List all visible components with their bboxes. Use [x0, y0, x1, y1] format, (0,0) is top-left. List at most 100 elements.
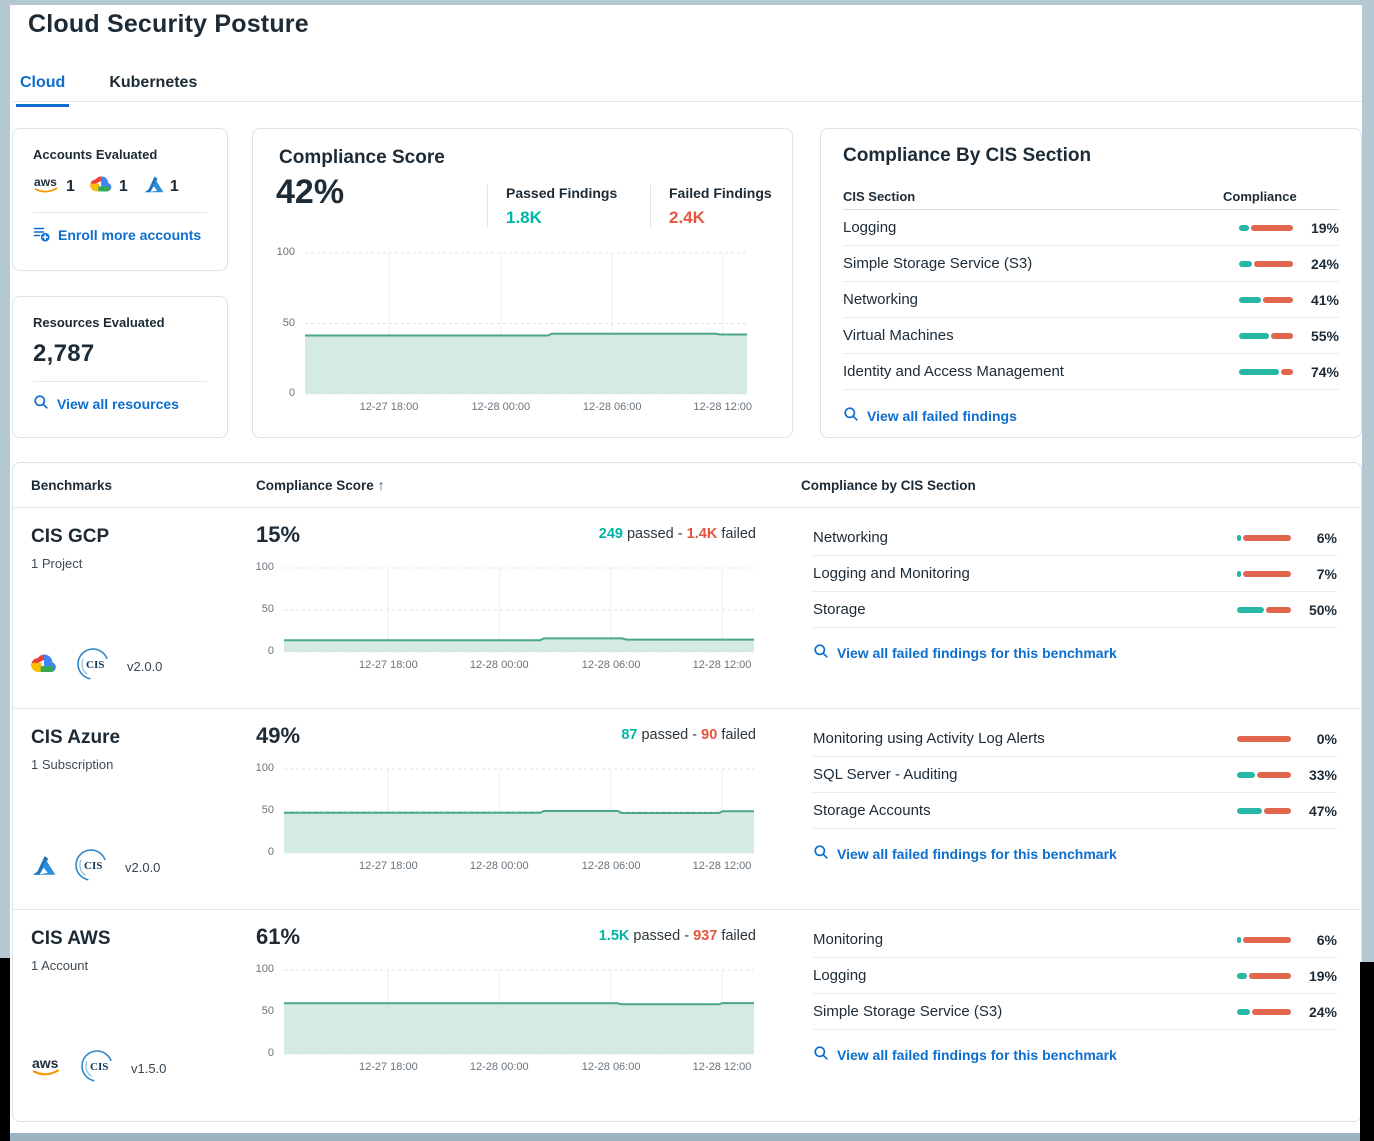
benchmark-name: CIS AWS: [31, 928, 111, 949]
benchmark-sections: Networking 6% Logging and Monitoring 7% …: [813, 520, 1337, 662]
view-failed-findings-benchmark-link[interactable]: View all failed findings for this benchm…: [813, 844, 1337, 863]
svg-text:CIS: CIS: [86, 659, 104, 671]
compliance-percent: 74%: [1310, 363, 1339, 380]
compliance-score-chart: 100 50 0 12-27 18:00 12-28 00:00 12-28 06:00 1…: [269, 246, 752, 418]
provider-counts: aws 1 1 1: [33, 175, 207, 199]
benchmark-score: 15%: [256, 522, 301, 547]
table-row: Monitoring 6%: [813, 922, 1337, 958]
table-row: Virtual Machines 55%: [843, 318, 1339, 354]
cis-azure-chart: 100 50 0 12-27 18:00 12-28 00:00 12-28 06:00 1…: [248, 762, 754, 877]
tab-divider: [12, 101, 1362, 102]
cis-section-card-title: Compliance By CIS Section: [843, 145, 1092, 166]
table-row: Simple Storage Service (S3) 24%: [813, 994, 1337, 1030]
compliance-percent: 33%: [1308, 766, 1337, 783]
cis-section-label: Logging: [843, 219, 897, 236]
search-icon: [813, 844, 829, 863]
compliance-bar: [1237, 1008, 1291, 1015]
view-all-failed-findings-link[interactable]: View all failed findings: [843, 406, 1339, 425]
aws-count: 1: [66, 178, 75, 195]
gcp-account-count: 1: [90, 175, 128, 199]
benchmark-row-cis-aws: CIS AWS 1 Account aws CIS v1.5.0 61% 1.5…: [13, 910, 1361, 1125]
cis-section-label: Simple Storage Service (S3): [843, 255, 1033, 272]
cis-logo-icon: CIS: [75, 646, 111, 687]
passed-count: 249: [598, 526, 623, 542]
enroll-more-accounts-link[interactable]: Enroll more accounts: [33, 225, 207, 245]
view-all-resources-link[interactable]: View all resources: [33, 394, 207, 413]
resources-evaluated-title: Resources Evaluated: [33, 315, 165, 330]
compliance-percent: 6%: [1316, 931, 1337, 948]
findings-summary: Passed Findings 1.8K Failed Findings 2.4…: [487, 185, 813, 228]
cis-section-label: Simple Storage Service (S3): [813, 1003, 1003, 1020]
tab-bar: Cloud Kubernetes: [16, 70, 201, 107]
view-failed-findings-benchmark-link[interactable]: View all failed findings for this benchm…: [813, 643, 1337, 662]
window-frame-left-lower: [0, 958, 10, 1141]
y-axis-tick-label: 0: [267, 645, 274, 657]
page-title: Cloud Security Posture: [28, 10, 309, 38]
table-row: SQL Server - Auditing 33%: [813, 757, 1337, 793]
x-axis-tick-label: 12-28 06:00: [581, 860, 641, 872]
azure-logo-icon: [31, 854, 57, 882]
cis-section-label: Storage: [813, 601, 866, 618]
table-row: Networking 6%: [813, 520, 1337, 556]
benchmark-version: v2.0.0: [127, 659, 163, 674]
cis-section-label: Networking: [843, 291, 919, 308]
azure-count: 1: [169, 178, 179, 195]
table-row: Networking 41%: [843, 282, 1339, 318]
x-axis-tick-label: 12-28 06:00: [581, 1061, 641, 1073]
passed-failed-summary: 249 passed - 1.4K failed: [598, 526, 756, 542]
y-axis-tick-label: 50: [261, 603, 274, 615]
benchmark-name: CIS Azure: [31, 727, 121, 748]
benchmark-badges: CIS v2.0.0: [31, 847, 160, 888]
benchmark-row-cis-gcp: CIS GCP 1 Project CIS v2.0.0 15% 249 pas…: [13, 508, 1361, 709]
cis-section-label: Networking: [813, 529, 889, 546]
sort-ascending-icon: ↑: [377, 477, 385, 493]
benchmark-name: CIS GCP: [31, 526, 110, 547]
resources-evaluated-card: Resources Evaluated 2,787 View all resou…: [12, 296, 228, 438]
cis-gcp-chart: 100 50 0 12-27 18:00 12-28 00:00 12-28 06:00 1…: [248, 561, 754, 676]
y-axis-tick-label: 50: [261, 1005, 274, 1017]
table-row: Logging 19%: [813, 958, 1337, 994]
view-failed-findings-benchmark-link[interactable]: View all failed findings for this benchm…: [813, 1045, 1337, 1064]
cis-logo-icon: CIS: [73, 847, 109, 888]
compliance-bar: [1239, 296, 1293, 303]
aws-logo-icon: aws: [31, 1055, 63, 1082]
cis-section-label: SQL Server - Auditing: [813, 766, 958, 783]
view-all-resources-label: View all resources: [57, 395, 179, 412]
x-axis-tick-label: 12-27 18:00: [358, 659, 418, 671]
y-axis-tick-label: 0: [288, 387, 295, 399]
svg-text:CIS: CIS: [84, 860, 102, 872]
benchmark-sections: Monitoring 6% Logging 19% Simple Storage…: [813, 922, 1337, 1064]
x-axis-tick-label: 12-28 06:00: [581, 659, 641, 671]
failed-findings-value: 2.4K: [669, 208, 705, 227]
table-row: Logging 19%: [843, 210, 1339, 246]
passed-failed-summary: 1.5K passed - 937 failed: [598, 928, 756, 944]
compliance-percent: 24%: [1308, 1003, 1337, 1020]
accounts-evaluated-card: Accounts Evaluated aws 1 1 1 Enroll more…: [12, 128, 228, 271]
compliance-column-header: Compliance: [1223, 188, 1297, 204]
benchmark-score: 61%: [256, 924, 301, 949]
compliance-bar: [1237, 606, 1291, 613]
azure-logo-icon: [143, 175, 165, 199]
compliance-score-card: Compliance Score 42% Passed Findings 1.8…: [252, 128, 793, 438]
x-axis-tick-label: 12-28 00:00: [469, 1061, 529, 1073]
compliance-score-column-header[interactable]: Compliance Score ↑: [256, 477, 385, 493]
benchmark-scope: 1 Project: [31, 556, 83, 571]
failed-findings-stat: Failed Findings 2.4K: [650, 185, 789, 228]
window-frame-right: [1362, 0, 1374, 962]
view-failed-findings-benchmark-label: View all failed findings for this benchm…: [837, 1046, 1117, 1063]
view-failed-findings-benchmark-label: View all failed findings for this benchm…: [837, 845, 1117, 862]
compliance-bar: [1237, 972, 1291, 979]
x-axis-tick-label: 12-28 12:00: [693, 401, 753, 413]
passed-findings-value: 1.8K: [506, 208, 542, 227]
tab-kubernetes[interactable]: Kubernetes: [109, 74, 198, 91]
compliance-bar: [1239, 260, 1293, 267]
aws-account-count: aws 1: [33, 175, 75, 199]
benchmark-badges: CIS v2.0.0: [31, 646, 162, 687]
benchmark-scope: 1 Subscription: [31, 757, 114, 772]
tab-cloud[interactable]: Cloud: [16, 70, 70, 107]
x-axis-tick-label: 12-28 00:00: [469, 659, 529, 671]
enroll-accounts-icon: [33, 225, 50, 245]
compliance-bar: [1239, 332, 1293, 339]
search-icon: [33, 394, 49, 413]
